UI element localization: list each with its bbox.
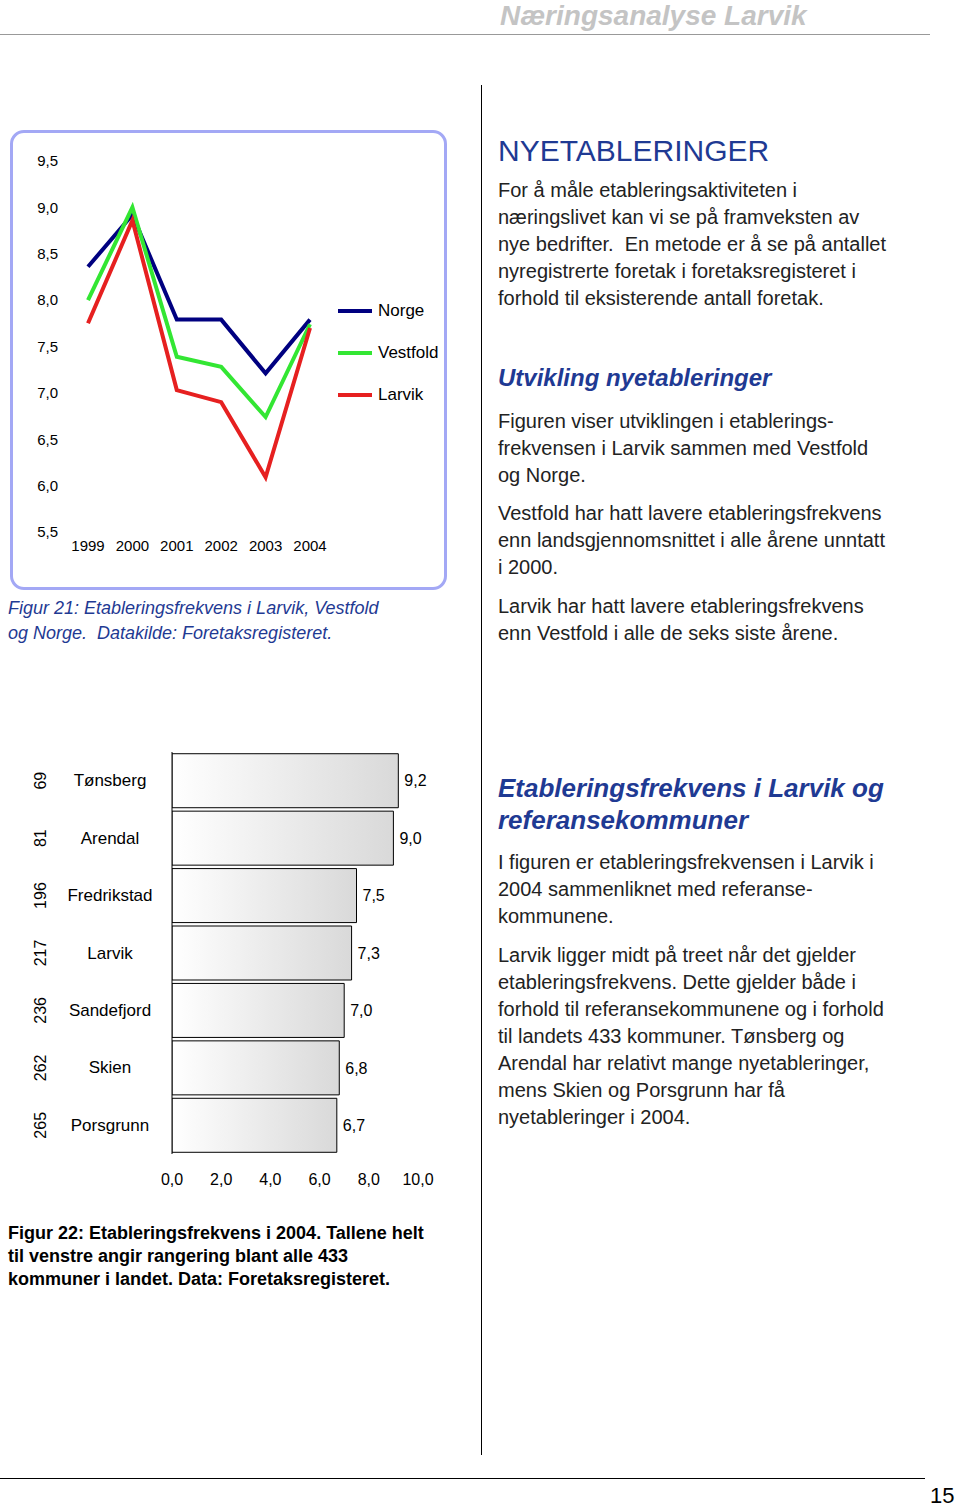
html-text:Utvikling nyetableringer: Utvikling nyetableringer xyxy=(498,364,772,391)
svg-text:7,0: 7,0 xyxy=(350,1002,372,1019)
svg-text:2000: 2000 xyxy=(116,537,149,554)
svg-text:6,0: 6,0 xyxy=(308,1171,330,1188)
html-text:forhold til eksisterende antal: forhold til eksisterende antall foretak. xyxy=(498,287,824,309)
svg-text:9,0: 9,0 xyxy=(37,199,58,216)
svg-text:Larvik: Larvik xyxy=(87,944,133,963)
svg-text:Arendal: Arendal xyxy=(81,829,140,848)
svg-text:7,3: 7,3 xyxy=(358,945,380,962)
html-text:kommunene.: kommunene. xyxy=(498,905,614,927)
svg-text:9,0: 9,0 xyxy=(399,830,421,847)
svg-text:2,0: 2,0 xyxy=(210,1171,232,1188)
svg-text:6,5: 6,5 xyxy=(37,431,58,448)
svg-text:217: 217 xyxy=(32,940,49,967)
svg-text:0,0: 0,0 xyxy=(161,1171,183,1188)
svg-text:236: 236 xyxy=(32,997,49,1024)
html-text:næringslivet kan vi se på fram: næringslivet kan vi se på framveksten av xyxy=(498,206,860,228)
svg-text:81: 81 xyxy=(32,829,49,847)
html-text:I figuren er etableringsfrekve: I figuren er etableringsfrekvensen i Lar… xyxy=(498,851,874,873)
svg-text:8,0: 8,0 xyxy=(37,291,58,308)
svg-text:262: 262 xyxy=(32,1054,49,1081)
html-text:enn Vestfold i alle de seks si: enn Vestfold i alle de seks siste årene. xyxy=(498,622,839,644)
html-text:2004 sammenliknet med referans: 2004 sammenliknet med referanse- xyxy=(498,878,813,900)
html-text:nyregistrerte foretak i foreta: nyregistrerte foretak i foretaksregister… xyxy=(498,260,856,282)
html-text:Arendal har relativt mange nye: Arendal har relativt mange nyetableringe… xyxy=(498,1052,870,1074)
html-text:til venstre angir rangering bl: til venstre angir rangering blant alle 4… xyxy=(8,1246,349,1266)
svg-text:4,0: 4,0 xyxy=(259,1171,281,1188)
html-text:kommuner i landet. Data: Foret: kommuner i landet. Data: Foretaksregiste… xyxy=(8,1269,391,1289)
html-text:Figur 22: Etableringsfrekvens: Figur 22: Etableringsfrekvens i 2004. Ta… xyxy=(8,1223,424,1243)
html-text:nye bedrifter. En metode er å: nye bedrifter. En metode er å se på anta… xyxy=(498,233,886,255)
html-text:Larvik har hatt lavere etabler: Larvik har hatt lavere etableringsfrekve… xyxy=(498,595,864,617)
svg-text:7,0: 7,0 xyxy=(37,384,58,401)
html-text:i 2000.: i 2000. xyxy=(498,556,559,578)
html-text:Vestfold: Vestfold xyxy=(378,343,439,362)
html-text:Etableringsfrekvens i Larvik o: Etableringsfrekvens i Larvik og xyxy=(498,773,884,803)
svg-text:1999: 1999 xyxy=(71,537,104,554)
html-text:Figuren viser utviklingen i et: Figuren viser utviklingen i etablerings- xyxy=(498,410,834,432)
svg-text:8,0: 8,0 xyxy=(358,1171,380,1188)
svg-text:Tønsberg: Tønsberg xyxy=(74,771,147,790)
svg-text:10,0: 10,0 xyxy=(402,1171,433,1188)
svg-text:265: 265 xyxy=(32,1112,49,1139)
svg-text:9,2: 9,2 xyxy=(404,772,426,789)
html-text:og Norge. Datakilde: Foretaksr: og Norge. Datakilde: Foretaksregisteret. xyxy=(8,623,333,643)
svg-text:196: 196 xyxy=(32,882,49,909)
svg-text:8,5: 8,5 xyxy=(37,245,58,262)
html-text:Figur 21: Etableringsfrekvens: Figur 21: Etableringsfrekvens i Larvik, … xyxy=(8,598,379,618)
html-text:frekvensen i Larvik sammen med: frekvensen i Larvik sammen med Vestfold xyxy=(498,437,869,459)
html-text:nyetableringer i 2004.: nyetableringer i 2004. xyxy=(498,1106,691,1128)
svg-text:5,5: 5,5 xyxy=(37,523,58,540)
svg-text:2003: 2003 xyxy=(249,537,282,554)
html-text:mens Skien og Porsgrunn har få: mens Skien og Porsgrunn har få xyxy=(498,1079,785,1101)
svg-text:7,5: 7,5 xyxy=(37,338,58,355)
html-text:enn landsgjennomsnittet i alle: enn landsgjennomsnittet i alle årene unn… xyxy=(498,529,885,551)
svg-text:2004: 2004 xyxy=(293,537,326,554)
svg-text:2001: 2001 xyxy=(160,537,193,554)
svg-text:Sandefjord: Sandefjord xyxy=(69,1001,151,1020)
svg-text:69: 69 xyxy=(32,772,49,790)
svg-text:Porsgrunn: Porsgrunn xyxy=(71,1116,149,1135)
html-text:Larvik: Larvik xyxy=(378,385,424,404)
svg-text:6,0: 6,0 xyxy=(37,477,58,494)
html-text:til landets 433 kommuner. Tøns: til landets 433 kommuner. Tønsberg og xyxy=(498,1025,845,1047)
svg-text:Fredrikstad: Fredrikstad xyxy=(67,886,152,905)
html-text:etableringsfrekvens. Dette gje: etableringsfrekvens. Dette gjelder både … xyxy=(498,971,856,993)
html-text:Næringsanalyse Larvik: Næringsanalyse Larvik xyxy=(500,0,807,31)
svg-text:Skien: Skien xyxy=(89,1058,132,1077)
html-text:og Norge.: og Norge. xyxy=(498,464,586,486)
svg-text:7,5: 7,5 xyxy=(363,887,385,904)
html-text:Norge: Norge xyxy=(378,301,425,320)
svg-text:6,8: 6,8 xyxy=(345,1060,367,1077)
html-text:NYETABLERINGER: NYETABLERINGER xyxy=(498,134,770,167)
svg-text:2002: 2002 xyxy=(205,537,238,554)
html-text:forhold til referansekommunene: forhold til referansekommunene og i forh… xyxy=(498,998,884,1020)
svg-text:6,7: 6,7 xyxy=(343,1117,365,1134)
html-text:referansekommuner: referansekommuner xyxy=(498,805,748,835)
svg-text:9,5: 9,5 xyxy=(37,152,58,169)
html-text:For å måle etableringsaktivite: For å måle etableringsaktiviteten i xyxy=(498,179,797,201)
html-text:Larvik ligger midt på treet nå: Larvik ligger midt på treet når det gjel… xyxy=(498,944,856,966)
html-text:Vestfold har hatt lavere etabl: Vestfold har hatt lavere etableringsfrek… xyxy=(498,502,882,524)
